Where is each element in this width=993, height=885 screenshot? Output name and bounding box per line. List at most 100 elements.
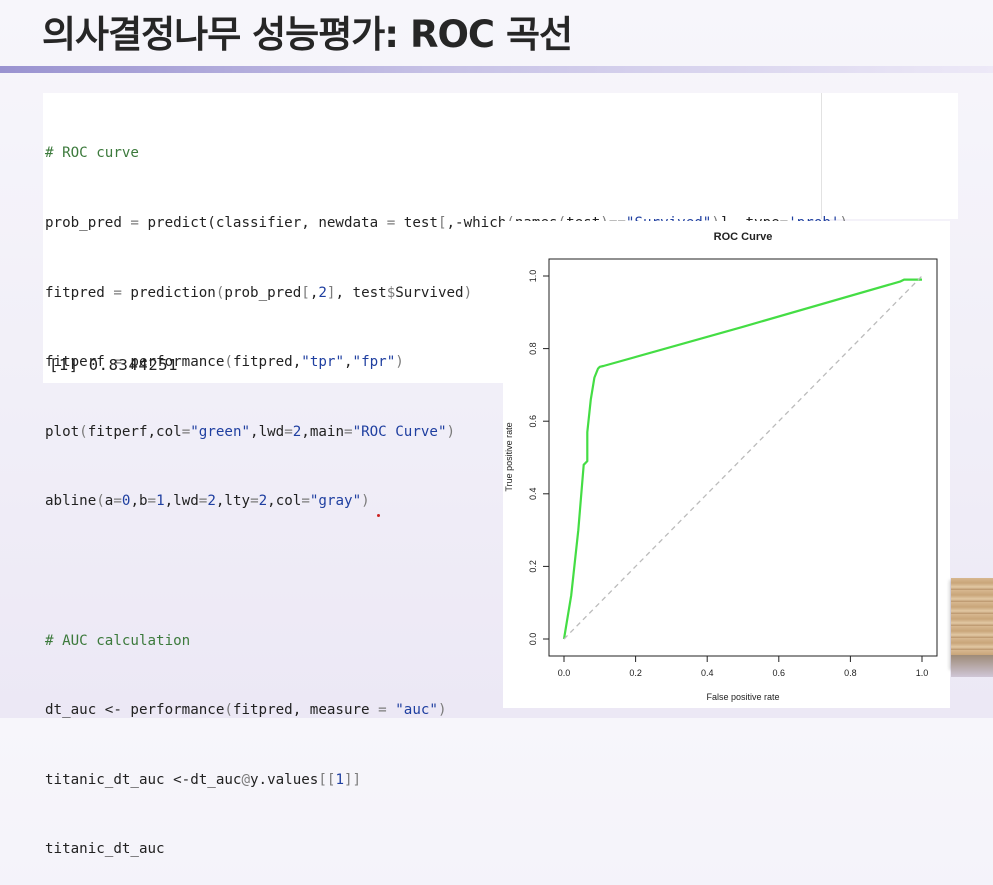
cursor-dot xyxy=(377,514,380,517)
code-token: ] xyxy=(326,284,336,301)
code-token xyxy=(387,702,396,718)
code-token: , xyxy=(309,284,319,301)
code-token: ,main xyxy=(301,423,345,440)
code-token: prediction xyxy=(121,284,216,301)
code-token: performance xyxy=(121,354,225,371)
code-token: abline xyxy=(45,493,97,510)
diagonal-reference-line xyxy=(563,275,923,640)
x-tick-label: 0.6 xyxy=(773,668,786,678)
code-token: "tpr" xyxy=(301,354,344,371)
code-token: = xyxy=(284,423,293,440)
code-token: ]] xyxy=(344,771,362,788)
code-token: Survived xyxy=(395,284,464,301)
code-token: = xyxy=(386,215,396,231)
code-token: fitpred, measure xyxy=(232,702,379,719)
code-token: titanic_dt_auc <-dt_auc xyxy=(45,771,242,788)
code-token: dt_auc <- performance xyxy=(45,702,225,719)
code-token: prob_pred xyxy=(45,215,131,231)
y-tick-label: 0.2 xyxy=(528,560,538,573)
plot-frame xyxy=(548,258,938,657)
code-token: a xyxy=(104,493,114,510)
code-token: "auc" xyxy=(395,702,438,719)
code-token: 1 xyxy=(335,771,344,788)
code-line-titanic-auc: titanic_dt_auc <-dt_auc@y.values[[1]] xyxy=(45,769,848,792)
code-token: predict(classifier, newdata xyxy=(138,215,387,231)
code-token: fitpred xyxy=(45,284,114,301)
code-line-comment-auc: # AUC calculation xyxy=(45,632,191,649)
code-token: ,lwd xyxy=(250,423,285,440)
title-underline-bar xyxy=(0,66,993,73)
y-tick-label: 1.0 xyxy=(528,270,538,283)
x-tick-label: 1.0 xyxy=(916,668,929,678)
decorative-book-stack xyxy=(951,578,993,668)
code-token: ) xyxy=(395,354,404,371)
y-tick-label: 0.8 xyxy=(528,342,538,355)
code-token: plot xyxy=(45,423,80,440)
code-token: , test xyxy=(335,284,387,301)
y-tick-label: 0.4 xyxy=(528,488,538,501)
code-token: = xyxy=(301,493,310,510)
code-token: @ xyxy=(241,771,251,788)
x-axis-label: False positive rate xyxy=(706,692,779,702)
x-tick-label: 0.8 xyxy=(844,668,857,678)
code-token: 2 xyxy=(207,493,216,510)
code-token: prob_pred xyxy=(224,284,302,301)
code-token: fitperf,col xyxy=(87,423,182,440)
code-token: [[ xyxy=(318,771,336,788)
code-token: "gray" xyxy=(309,493,362,510)
slide-title: 의사결정나무 성능평가: ROC 곡선 xyxy=(42,13,573,56)
code-token: 2 xyxy=(292,423,302,440)
x-tick-label: 0.2 xyxy=(629,668,642,678)
code-line-fitpred: fitpred = prediction(prob_pred[,2], test… xyxy=(45,282,848,305)
roc-curve-line xyxy=(562,278,922,640)
panel-divider xyxy=(821,93,822,219)
code-token: [ xyxy=(301,284,310,301)
code-line-dt-auc: dt_auc <- performance(fitpred, measure =… xyxy=(45,699,848,722)
decorative-book-shadow xyxy=(951,655,993,677)
code-token: "green" xyxy=(190,423,251,440)
code-token: ) xyxy=(361,493,370,510)
code-token: 2 xyxy=(318,284,327,301)
code-token: = xyxy=(113,284,122,301)
chart-title: ROC Curve xyxy=(714,231,773,243)
code-token: 1 xyxy=(156,493,165,510)
code-panel-extension xyxy=(823,93,958,219)
code-line-abline: abline(a=0,b=1,lwd=2,lty=2,col="gray") xyxy=(45,490,848,513)
code-token: ( xyxy=(79,423,88,440)
code-token: ,-which xyxy=(446,215,507,231)
roc-plot-panel: ROC Curve 0.0 0.2 0.4 0.6 0.8 1.0 0.0 0.2 0.4 0.6… xyxy=(503,221,950,708)
code-token: ( xyxy=(224,354,233,371)
code-token: [ xyxy=(437,215,447,231)
code-line-plot: plot(fitperf,col="green",lwd=2,main="ROC… xyxy=(45,421,848,444)
code-token: ( xyxy=(96,493,105,510)
code-token: = xyxy=(344,423,353,440)
code-token: = xyxy=(198,493,208,510)
code-token: ,b xyxy=(130,493,148,510)
y-tick-label: 0.0 xyxy=(528,633,538,646)
code-token: = xyxy=(130,215,139,231)
x-tick-label: 0.4 xyxy=(701,668,714,678)
code-token: ) xyxy=(437,702,447,719)
code-token: 0 xyxy=(121,493,131,510)
code-token: = xyxy=(181,423,191,440)
x-tick-label: 0.0 xyxy=(558,668,571,678)
code-token: ,lty xyxy=(215,493,251,510)
y-tick-label: 0.6 xyxy=(528,415,538,428)
code-token: fitperf xyxy=(45,354,114,371)
code-token: ) xyxy=(463,284,473,301)
code-line-print-auc: titanic_dt_auc xyxy=(45,841,165,858)
code-token: $ xyxy=(386,284,396,301)
code-token: "ROC Curve" xyxy=(352,423,447,440)
code-token: = xyxy=(113,354,122,371)
code-token: = xyxy=(147,493,157,510)
code-token: ( xyxy=(224,702,233,719)
code-token: ( xyxy=(215,284,225,301)
code-token: test xyxy=(395,215,438,231)
code-token: "fpr" xyxy=(352,354,396,371)
code-line-comment-roc: # ROC curve xyxy=(45,145,139,162)
code-token: = xyxy=(113,493,122,510)
code-token: y.values xyxy=(250,771,319,788)
code-token: ) xyxy=(446,423,456,440)
code-token: , xyxy=(344,354,353,371)
code-token: fitpred, xyxy=(232,354,302,371)
